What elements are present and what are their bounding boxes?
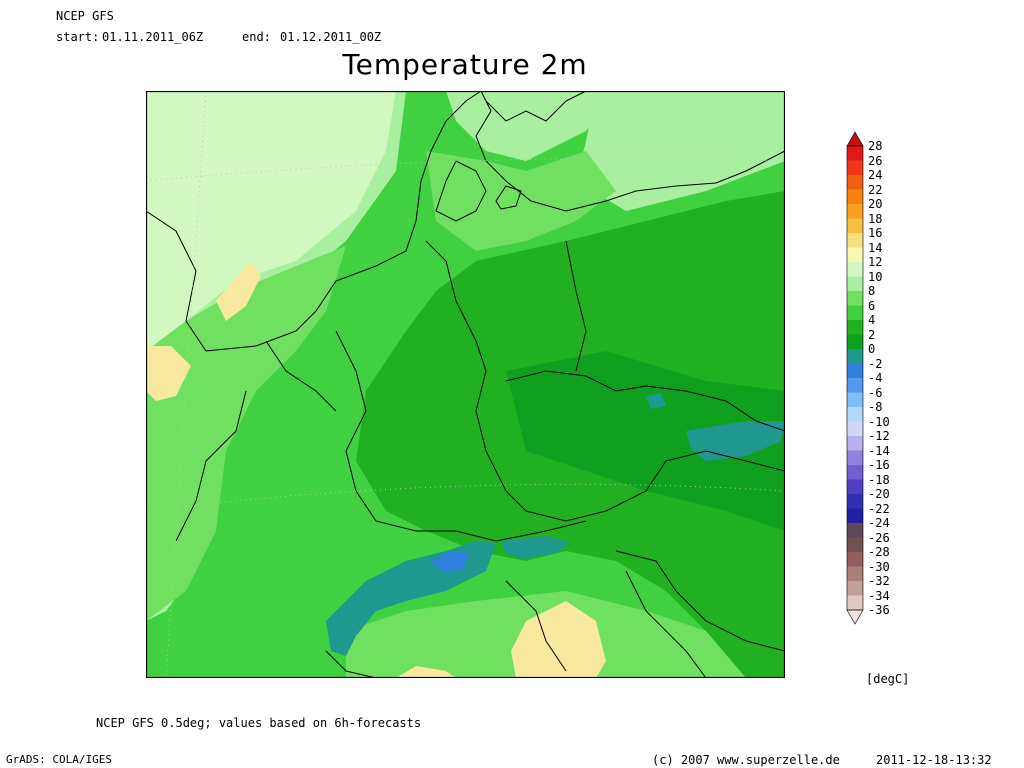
zone-8-10-northeast: [576, 91, 785, 211]
map-frame: [146, 91, 785, 678]
colorbar-band: [847, 247, 863, 262]
colorbar-band: [847, 421, 863, 436]
zone-minus4-alps: [431, 551, 468, 573]
colorbar-band: [847, 320, 863, 335]
colorbar-band: [847, 349, 863, 364]
colorbar-tick-label: -32: [868, 574, 890, 588]
colorbar-tick-label: -16: [868, 458, 890, 472]
colorbar-unit: [degC]: [866, 672, 910, 686]
grads-credit: GrADS: COLA/IGES: [6, 753, 112, 766]
colorbar-band: [847, 508, 863, 523]
colorbar-tick-label: -6: [868, 385, 883, 400]
colorbar-band: [847, 276, 863, 291]
colorbar-tick-label: 26: [868, 153, 883, 168]
colorbar-tick-label: 8: [868, 284, 876, 298]
colorbar-tick-label: -12: [868, 429, 890, 443]
colorbar-band: [847, 189, 863, 204]
colorbar-band: [847, 581, 863, 596]
timestamp: 2011-12-18-13:32: [876, 753, 992, 767]
colorbar-arrow-top: [846, 131, 864, 147]
start-time: 01.11.2011_06Z: [102, 30, 204, 44]
colorbar-tick-label: -8: [868, 400, 883, 414]
temperature-map: [146, 91, 785, 678]
colorbar-tick-label: -10: [868, 414, 890, 429]
coast-scandinavia: [435, 91, 587, 222]
country-borders: [146, 91, 785, 678]
colorbar-band: [847, 566, 863, 581]
zone-12-14-adriatic: [511, 601, 606, 678]
colorbar-band: [847, 363, 863, 378]
colorbar-tick-label: 4: [868, 313, 876, 327]
colorbar-tick-label: 24: [868, 168, 883, 182]
colorbar-tick-label: -20: [868, 487, 890, 501]
end-time: 01.12.2011_00Z: [280, 30, 382, 44]
colorbar-tick-label: 14: [868, 240, 883, 255]
colorbar-tick-label: -22: [868, 501, 890, 516]
zone-10-12-northwest: [146, 91, 396, 351]
colorbar-band: [847, 494, 863, 509]
zone-minus2-alps-east: [501, 536, 571, 559]
colorbar-tick-label: -34: [868, 588, 890, 603]
zone-12-14-brittany: [146, 346, 191, 401]
data-note: NCEP GFS 0.5deg; values based on 6h-fore…: [96, 716, 422, 730]
colorbar-band: [847, 334, 863, 349]
zone-8-10-baltic: [446, 91, 616, 161]
colorbar-band: [847, 537, 863, 552]
colorbar-band: [847, 407, 863, 422]
colorbar-band: [847, 218, 863, 233]
colorbar-tick-label: -24: [868, 516, 890, 530]
colorbar-band: [847, 595, 863, 610]
colorbar-arrow-bottom: [846, 609, 864, 625]
graticule: [146, 91, 785, 678]
colorbar-band: [847, 465, 863, 480]
colorbar-tick-label: -36: [868, 603, 890, 617]
zone-12-14-south: [396, 666, 456, 678]
colorbar-band: [847, 262, 863, 277]
colorbar-tick-label: 18: [868, 211, 883, 226]
colorbar-band: [847, 160, 863, 175]
colorbar-band: [847, 305, 863, 320]
colorbar-tick-label: 0: [868, 342, 876, 356]
colorbar-band: [847, 146, 863, 161]
colorbar-band: [847, 233, 863, 248]
colorbar-band: [847, 291, 863, 306]
colorbar-band: [847, 392, 863, 407]
colorbar-tick-label: 10: [868, 269, 883, 284]
zone-minus2-carpathians: [686, 421, 785, 461]
end-label: end:: [242, 30, 271, 44]
colorbar-tick-label: -18: [868, 472, 890, 487]
colorbar-tick-label: 12: [868, 255, 883, 269]
colorbar-tick-label: 2: [868, 327, 876, 342]
colorbar-tick-label: -26: [868, 530, 890, 545]
colorbar-band: [847, 204, 863, 219]
colorbar-tick-label: 28: [868, 139, 883, 153]
colorbar-band: [847, 450, 863, 465]
colorbar-tick-label: -14: [868, 443, 890, 458]
colorbar-tick-label: -30: [868, 559, 890, 574]
colorbar-band: [847, 175, 863, 190]
colorbar-tick-label: 22: [868, 182, 883, 197]
zone-minus2-tatra: [646, 393, 666, 409]
colorbar-tick-label: -2: [868, 356, 883, 371]
colorbar-tick-label: 16: [868, 226, 883, 240]
colorbar-frame: [846, 145, 864, 611]
zone-0-2-east: [506, 351, 785, 531]
colorbar-tick-label: 6: [868, 298, 876, 313]
colorbar: [846, 131, 864, 625]
copyright: (c) 2007 www.superzelle.de: [652, 753, 840, 767]
zone-6-8-west: [146, 246, 346, 621]
start-label: start:: [56, 30, 100, 44]
colorbar-tick-label: -28: [868, 545, 890, 559]
colorbar-band: [847, 436, 863, 451]
colorbar-band: [847, 523, 863, 538]
model-name: NCEP GFS: [56, 9, 114, 23]
colorbar-tick-label: -4: [868, 371, 883, 385]
colorbar-tick-label: 20: [868, 197, 883, 211]
colorbar-band: [847, 479, 863, 494]
zone-6-8-denmark: [426, 151, 616, 251]
zone-12-14-channel: [216, 261, 261, 321]
colorbar-band: [847, 378, 863, 393]
map-title: Temperature 2m: [342, 48, 588, 81]
colorbar-band: [847, 552, 863, 567]
